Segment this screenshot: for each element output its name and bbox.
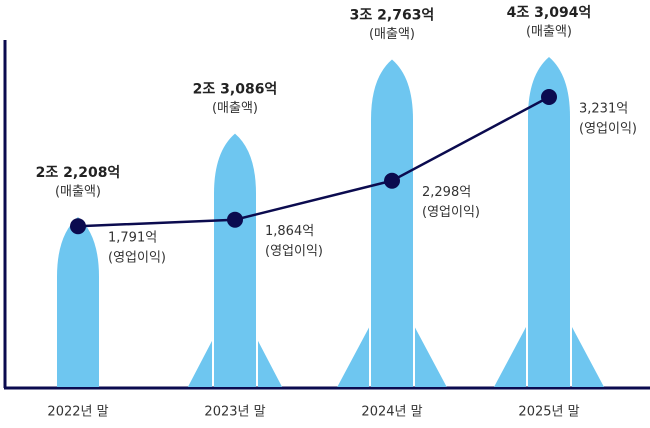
x-tick-label: 2025년 말 (518, 405, 579, 420)
line-value-label: 1,864억 (265, 224, 314, 239)
bar (528, 57, 570, 387)
bar (371, 60, 413, 387)
bar-value-label: 2조 3,086억 (193, 82, 278, 98)
series-label: (매출액) (212, 101, 258, 116)
bars (57, 57, 604, 387)
line-point (227, 212, 243, 228)
bar-value-label: 3조 2,763억 (350, 8, 435, 24)
line-value-label: 2,298억 (422, 185, 471, 200)
series-label: (매출액) (526, 25, 572, 40)
series-label: (영업이익) (108, 251, 166, 266)
series-label: (매출액) (369, 27, 415, 42)
series-label: (영업이익) (265, 244, 323, 259)
line-point (70, 218, 86, 234)
x-tick-label: 2023년 말 (204, 405, 265, 420)
bar (214, 134, 256, 387)
chart: 2022년 말 2023년 말 2024년 말 2025년 말 2조 2,208억 (매출… (0, 0, 650, 428)
bar-value-label: 2조 2,208억 (36, 165, 121, 181)
line-point (541, 89, 557, 105)
line-point (384, 173, 400, 189)
series-label: (영업이익) (422, 205, 480, 220)
line-value-label: 1,791억 (108, 231, 157, 246)
series-label: (매출액) (55, 184, 101, 199)
lines (70, 89, 557, 234)
x-tick-label: 2022년 말 (47, 405, 108, 420)
line-value-label: 3,231억 (579, 102, 628, 117)
bar (57, 217, 99, 387)
series-label: (영업이익) (579, 122, 637, 137)
x-tick-label: 2024년 말 (361, 405, 422, 420)
bar-value-label: 4조 3,094억 (507, 5, 592, 21)
